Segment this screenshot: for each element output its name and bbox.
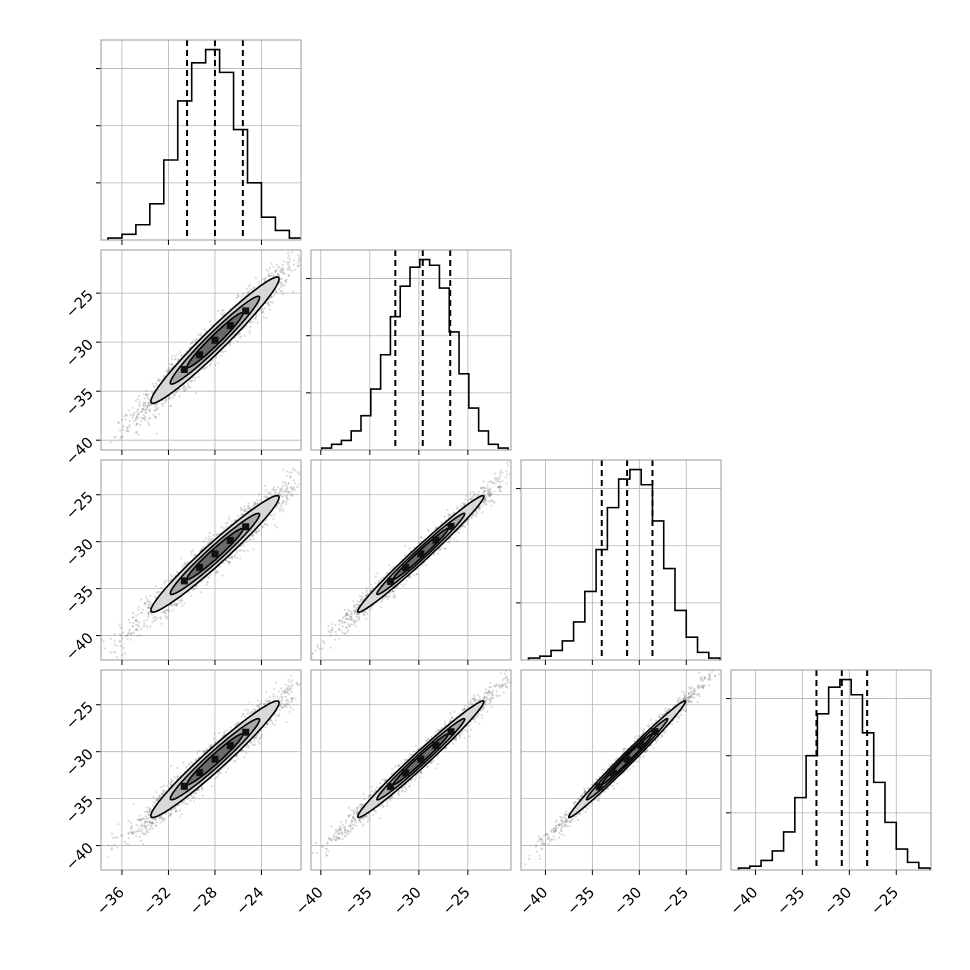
histogram-panel-1 <box>306 249 512 455</box>
scatter-panel-2-1 <box>310 459 512 665</box>
histogram-step <box>527 468 721 660</box>
scatter-panel-3-2: −40 −35 −30 −25 <box>516 669 722 918</box>
panel-frame <box>310 669 512 871</box>
panel-frame <box>310 249 512 451</box>
x-tick-label: −30 <box>820 883 855 918</box>
x-tick-label: −35 <box>341 883 376 918</box>
x-tick-label: −35 <box>563 883 598 918</box>
panel-frame <box>100 669 302 871</box>
y-tick-label: −30 <box>62 745 97 780</box>
panel-frame <box>310 459 512 661</box>
density-core <box>180 728 250 790</box>
y-tick-label: −40 <box>62 839 97 874</box>
x-tick-label: −36 <box>93 883 128 918</box>
x-tick-label: −32 <box>139 883 174 918</box>
y-tick-label: −35 <box>62 384 97 419</box>
x-tick-label: −30 <box>390 883 425 918</box>
x-tick-label: −25 <box>439 883 474 918</box>
x-tick-label: −25 <box>657 883 692 918</box>
x-tick-label: −40 <box>516 883 551 918</box>
histogram-panel-3: −40 −35 −30 −25 <box>726 669 932 918</box>
y-tick-label: −30 <box>62 535 97 570</box>
y-tick-label: −35 <box>62 792 97 827</box>
y-tick-label: −25 <box>62 698 97 733</box>
scatter-panel-3-0: −40 −35 −30 −25 −36 −32 −28 −24 <box>62 669 302 918</box>
panel-frame <box>730 669 932 871</box>
y-tick-label: −25 <box>62 286 97 321</box>
y-tick-label: −40 <box>62 629 97 664</box>
scatter-panel-3-1: −40 −35 −30 −25 <box>292 669 512 918</box>
histogram-step <box>737 678 931 870</box>
panel-frame <box>100 459 302 661</box>
scatter-panel-1-0: −40 −35 −30 −25 <box>62 249 302 469</box>
histogram-step <box>320 258 509 450</box>
histogram-panel-2 <box>516 459 722 665</box>
x-tick-label: −24 <box>232 883 267 918</box>
histogram-panel-0 <box>96 39 302 245</box>
density-core <box>595 728 659 791</box>
y-tick-label: −25 <box>62 488 97 523</box>
x-tick-label: −30 <box>610 883 645 918</box>
y-tick-label: −40 <box>62 433 97 468</box>
x-tick-label: −28 <box>186 883 221 918</box>
scatter-panel-2-0: −40 −35 −30 −25 <box>62 459 302 665</box>
density-core <box>180 307 250 373</box>
x-tick-label: −35 <box>773 883 808 918</box>
x-tick-label: −40 <box>292 883 327 918</box>
density-core <box>387 728 455 791</box>
panel-frame <box>100 249 302 451</box>
panel-frame <box>520 669 722 871</box>
histogram-step <box>107 48 301 240</box>
density-core <box>387 522 455 585</box>
panel-frame <box>100 39 302 241</box>
panel-frame <box>520 459 722 661</box>
y-tick-label: −30 <box>62 335 97 370</box>
density-core <box>180 523 250 585</box>
x-tick-label: −25 <box>867 883 902 918</box>
y-tick-label: −35 <box>62 582 97 617</box>
x-tick-label: −40 <box>726 883 761 918</box>
